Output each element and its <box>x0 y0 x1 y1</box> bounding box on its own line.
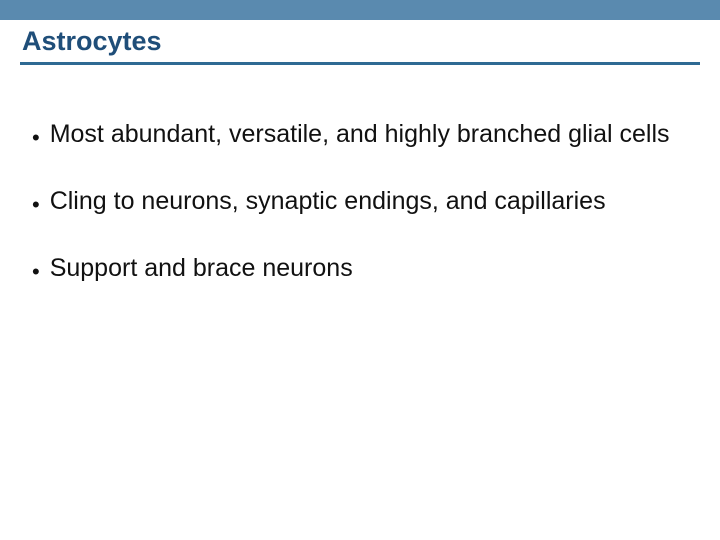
bullet-list: • Most abundant, versatile, and highly b… <box>32 118 672 285</box>
title-underline <box>20 62 700 65</box>
list-item: • Support and brace neurons <box>32 252 672 285</box>
bullet-icon: • <box>32 261 40 283</box>
bullet-text: Support and brace neurons <box>50 252 672 285</box>
bullet-icon: • <box>32 127 40 149</box>
bullet-text: Cling to neurons, synaptic endings, and … <box>50 185 672 218</box>
bullet-icon: • <box>32 194 40 216</box>
slide: Astrocytes • Most abundant, versatile, a… <box>0 0 720 540</box>
slide-title: Astrocytes <box>22 26 162 57</box>
bullet-text: Most abundant, versatile, and highly bra… <box>50 118 672 151</box>
list-item: • Most abundant, versatile, and highly b… <box>32 118 672 151</box>
title-bar <box>0 0 720 20</box>
list-item: • Cling to neurons, synaptic endings, an… <box>32 185 672 218</box>
